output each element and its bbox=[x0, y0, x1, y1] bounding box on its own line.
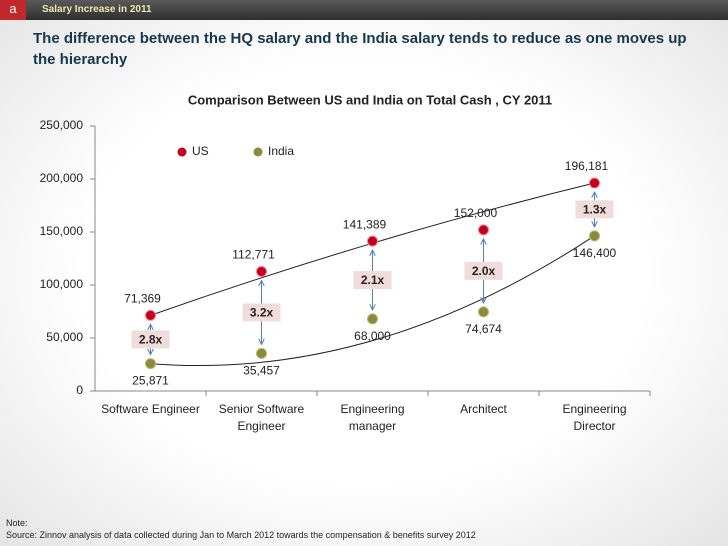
ratio-label: 1.3x bbox=[583, 203, 607, 217]
data-label: 68,000 bbox=[354, 329, 391, 343]
data-label: 35,457 bbox=[243, 364, 280, 378]
marker bbox=[145, 309, 156, 321]
data-label: 152,000 bbox=[454, 206, 498, 220]
note: Note: bbox=[6, 518, 28, 528]
legend-marker bbox=[253, 147, 263, 157]
x-tick-label: Senior Software Engineer bbox=[218, 402, 305, 433]
badge: a bbox=[0, 0, 26, 20]
x-tick-label: Engineering Director bbox=[562, 402, 627, 433]
ratio-label: 3.2x bbox=[250, 306, 274, 320]
ratio-label: 2.8x bbox=[139, 333, 163, 347]
data-label: 74,674 bbox=[465, 322, 502, 336]
heading: The difference between the HQ salary and… bbox=[33, 30, 687, 68]
ratio-box bbox=[464, 261, 503, 280]
ratio-label: 2.0x bbox=[472, 264, 496, 278]
marker bbox=[256, 265, 267, 277]
data-label: 25,871 bbox=[132, 374, 169, 388]
ratio-box bbox=[353, 271, 392, 290]
legend-marker bbox=[177, 147, 187, 157]
ratio-label: 2.1x bbox=[361, 273, 385, 287]
ratio-box bbox=[242, 303, 281, 322]
y-tick-label: 50,000 bbox=[46, 330, 83, 344]
marker bbox=[589, 177, 600, 189]
y-tick-label: 150,000 bbox=[40, 224, 84, 238]
marker bbox=[478, 306, 489, 318]
source: Source: Zinnov analysis of data collecte… bbox=[6, 530, 476, 540]
y-tick-label: 100,000 bbox=[40, 277, 84, 291]
marker bbox=[478, 224, 489, 236]
section-label: Salary Increase in 2011 bbox=[42, 4, 152, 15]
marker bbox=[256, 347, 267, 359]
chart-title: Comparison Between US and India on Total… bbox=[188, 92, 552, 107]
y-tick-label: 200,000 bbox=[40, 171, 84, 185]
legend-label: India bbox=[268, 144, 294, 158]
ratio-box bbox=[131, 330, 170, 349]
y-tick-label: 250,000 bbox=[40, 118, 84, 132]
trend-line bbox=[150, 235, 595, 366]
data-label: 196,181 bbox=[565, 159, 609, 173]
x-tick-label: Architect bbox=[460, 402, 507, 416]
data-label: 71,369 bbox=[124, 292, 161, 306]
footnote: Note: Source: Zinnov analysis of data co… bbox=[6, 517, 476, 541]
marker bbox=[367, 313, 378, 325]
marker bbox=[589, 230, 600, 242]
ratio-box bbox=[575, 200, 614, 219]
x-tick-label: Engineering manager bbox=[340, 402, 405, 433]
legend-label: US bbox=[192, 144, 209, 158]
marker bbox=[145, 358, 156, 370]
top-bar bbox=[0, 0, 728, 20]
data-label: 146,400 bbox=[573, 246, 617, 260]
x-tick-label: Software Engineer bbox=[101, 402, 200, 416]
data-label: 141,389 bbox=[343, 217, 387, 231]
y-tick-label: 0 bbox=[76, 383, 83, 397]
marker bbox=[367, 235, 378, 247]
data-label: 112,771 bbox=[232, 248, 275, 262]
